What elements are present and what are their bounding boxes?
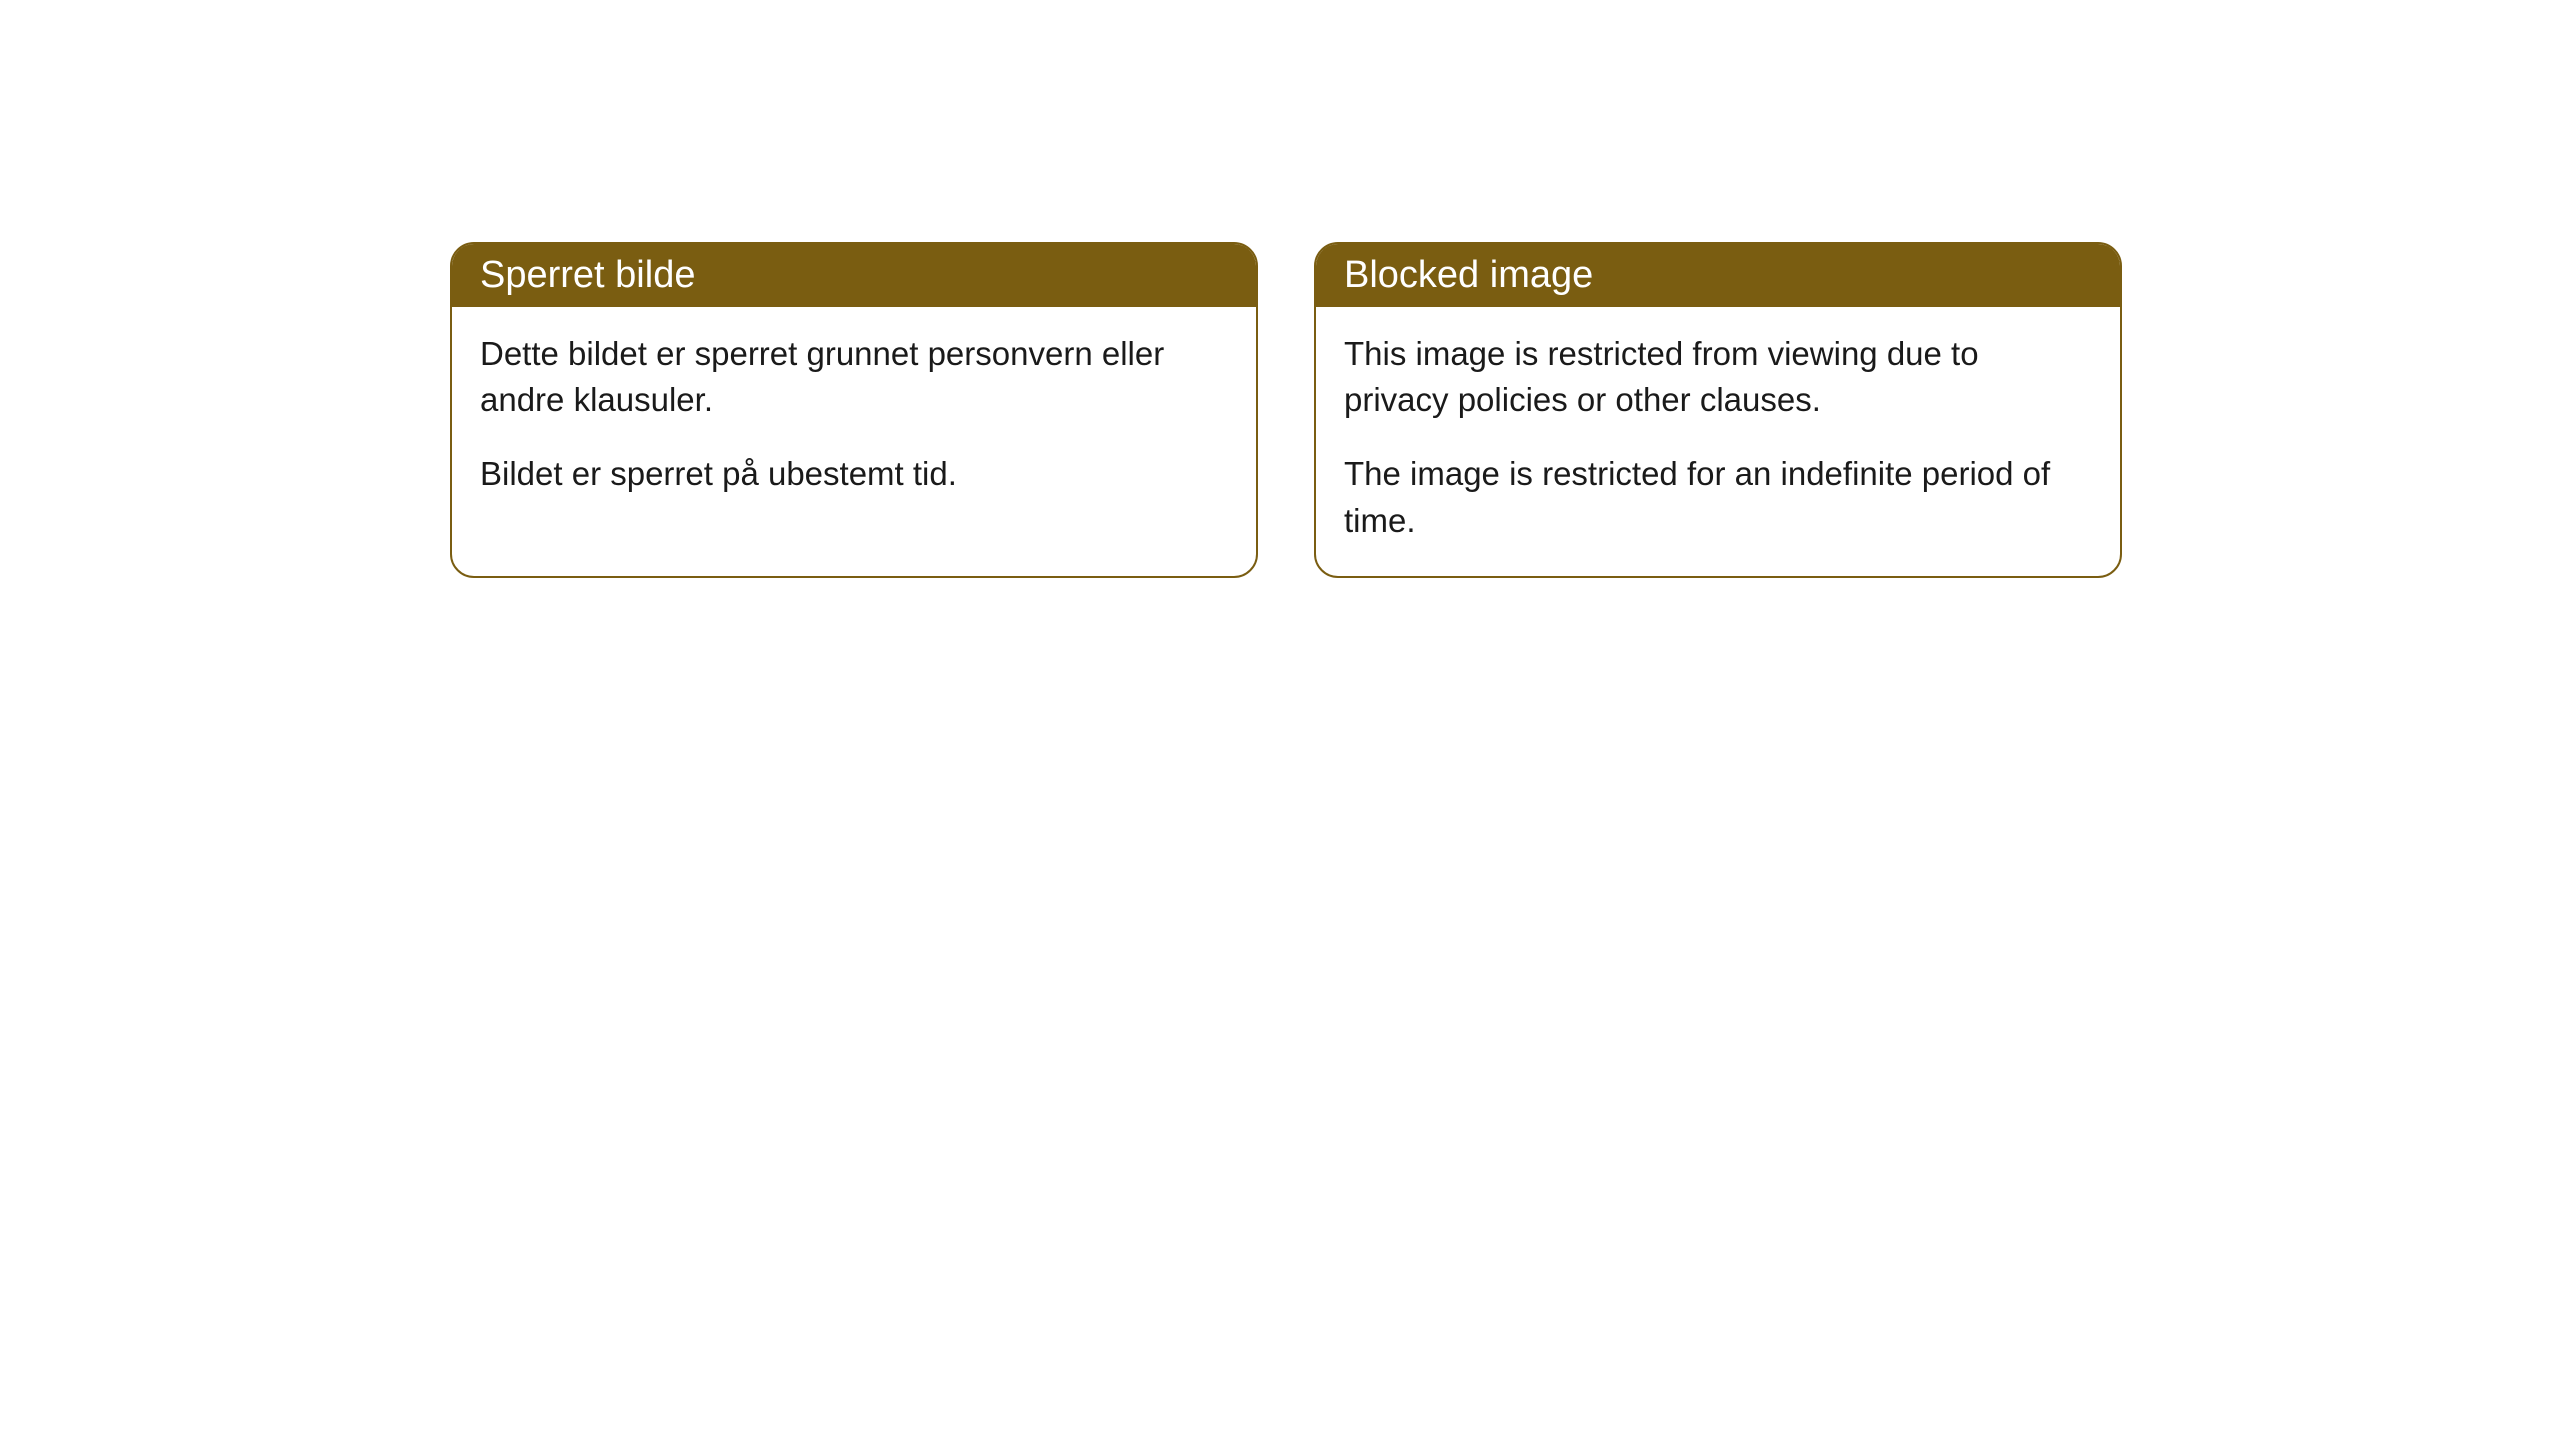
card-header-english: Blocked image [1316,244,2120,307]
card-paragraph-2: Bildet er sperret på ubestemt tid. [480,451,1228,497]
card-body-norwegian: Dette bildet er sperret grunnet personve… [452,307,1256,530]
card-paragraph-1: This image is restricted from viewing du… [1344,331,2092,423]
notice-card-english: Blocked image This image is restricted f… [1314,242,2122,578]
card-header-norwegian: Sperret bilde [452,244,1256,307]
card-paragraph-2: The image is restricted for an indefinit… [1344,451,2092,543]
card-title: Sperret bilde [480,254,695,296]
card-title: Blocked image [1344,254,1593,296]
card-paragraph-1: Dette bildet er sperret grunnet personve… [480,331,1228,423]
notice-card-norwegian: Sperret bilde Dette bildet er sperret gr… [450,242,1258,578]
notice-cards-container: Sperret bilde Dette bildet er sperret gr… [450,242,2122,578]
card-body-english: This image is restricted from viewing du… [1316,307,2120,576]
